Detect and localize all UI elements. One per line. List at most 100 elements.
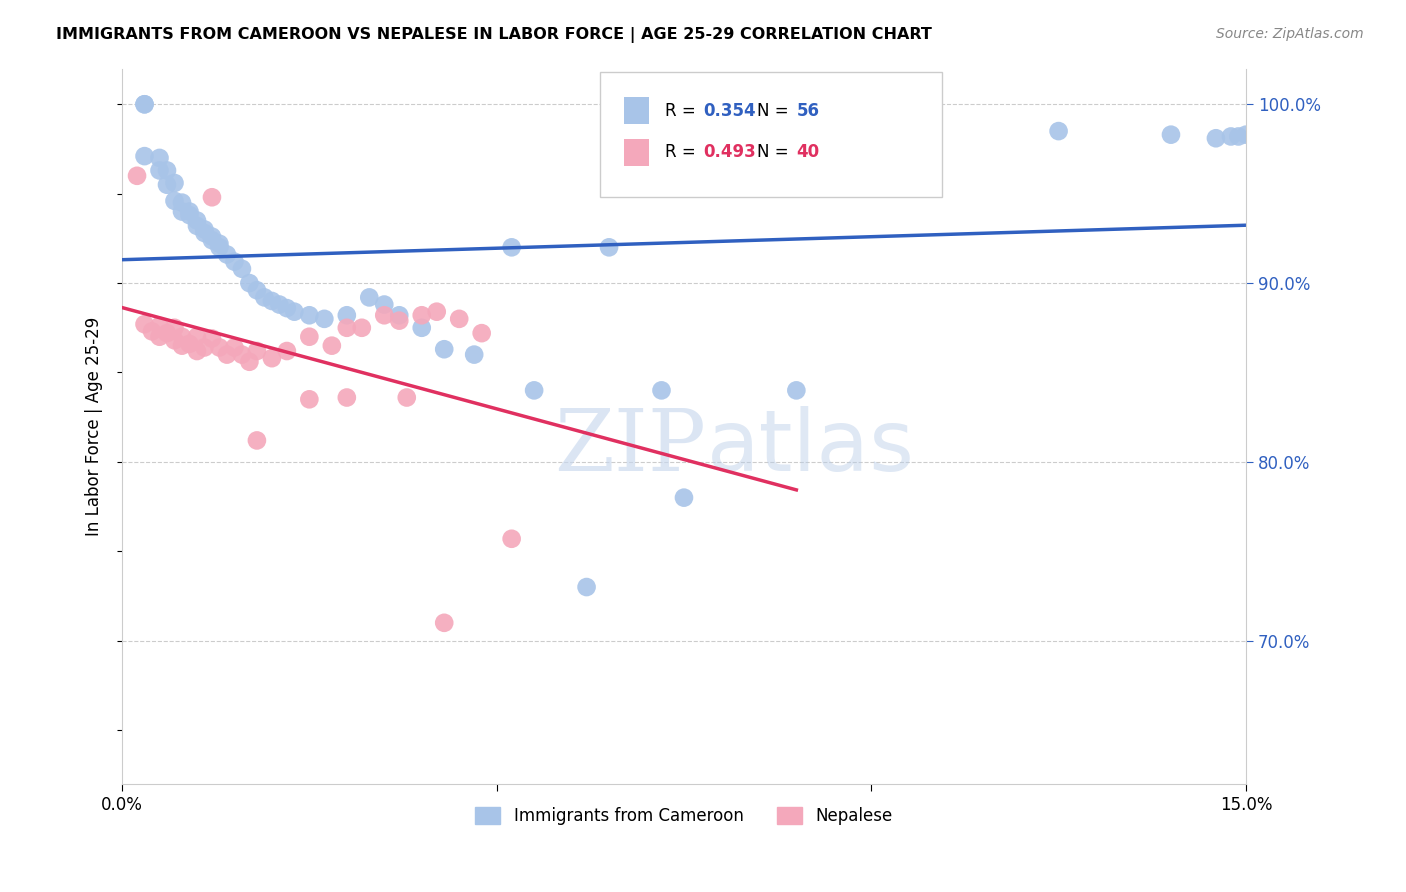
Point [253,290,276,304]
Point [260,293,283,308]
Point [269,297,291,311]
Point [193,222,215,236]
Bar [624,97,650,124]
Point [215,247,238,261]
Point [1205,131,1227,145]
Point [193,341,215,355]
Point [170,204,193,219]
Text: atlas: atlas [706,406,914,489]
Point [156,178,179,192]
Point [156,163,179,178]
Point [224,254,246,268]
Point [575,580,598,594]
Point [134,97,156,112]
Point [426,304,449,318]
Point [163,334,186,348]
Point [179,204,201,219]
Point [336,391,359,405]
Point [231,348,253,362]
Point [134,97,156,112]
Point [411,320,433,334]
FancyBboxPatch shape [600,72,942,197]
Point [148,329,170,343]
Text: N =: N = [756,144,794,161]
Point [395,391,418,405]
Point [170,195,193,210]
Point [231,261,253,276]
Point [501,240,523,254]
Point [433,343,456,357]
Point [672,491,695,505]
Point [321,339,343,353]
Point [170,339,193,353]
Point [125,169,148,183]
Point [179,208,201,222]
Text: ZIP: ZIP [554,406,706,489]
Point [208,236,231,251]
Point [471,326,494,340]
Point [156,326,179,340]
Point [298,308,321,322]
Point [186,213,208,227]
Point [350,320,373,334]
Point [238,355,260,369]
Point [134,317,156,331]
Point [179,337,201,351]
Point [134,149,156,163]
Point [314,311,336,326]
Text: 0.354: 0.354 [703,102,755,120]
Legend: Immigrants from Cameroon, Nepalese: Immigrants from Cameroon, Nepalese [475,807,893,825]
Text: 40: 40 [796,144,820,161]
Point [186,329,208,343]
Point [501,532,523,546]
Point [193,226,215,240]
Point [373,308,395,322]
Point [388,313,411,327]
Point [298,329,321,343]
Point [148,163,170,178]
Point [141,324,163,338]
Point [725,136,748,151]
Point [650,384,672,398]
Point [598,240,620,254]
Point [815,142,838,156]
Point [260,351,283,366]
Point [463,348,485,362]
Point [388,308,411,322]
Point [170,329,193,343]
Point [246,283,269,297]
Point [433,615,456,630]
Point [298,392,321,407]
Point [215,348,238,362]
Point [411,308,433,322]
Point [208,341,231,355]
Point [186,219,208,233]
Point [523,384,546,398]
Text: 56: 56 [796,102,820,120]
Y-axis label: In Labor Force | Age 25-29: In Labor Force | Age 25-29 [86,317,103,536]
Point [336,308,359,322]
Point [246,344,269,359]
Point [359,290,381,304]
Point [449,311,471,326]
Point [336,320,359,334]
Point [238,276,260,290]
Point [276,344,298,359]
Point [201,190,224,204]
Point [201,331,224,345]
Point [373,297,395,311]
Point [163,176,186,190]
Point [276,301,298,315]
Text: N =: N = [756,102,794,120]
Point [246,434,269,448]
Point [186,344,208,359]
Point [785,384,807,398]
Point [201,229,224,244]
Point [148,151,170,165]
Text: R =: R = [665,144,700,161]
Text: IMMIGRANTS FROM CAMEROON VS NEPALESE IN LABOR FORCE | AGE 25-29 CORRELATION CHAR: IMMIGRANTS FROM CAMEROON VS NEPALESE IN … [56,27,932,43]
Text: 0.493: 0.493 [703,144,756,161]
Point [1160,128,1182,142]
Text: R =: R = [665,102,700,120]
Point [148,318,170,333]
